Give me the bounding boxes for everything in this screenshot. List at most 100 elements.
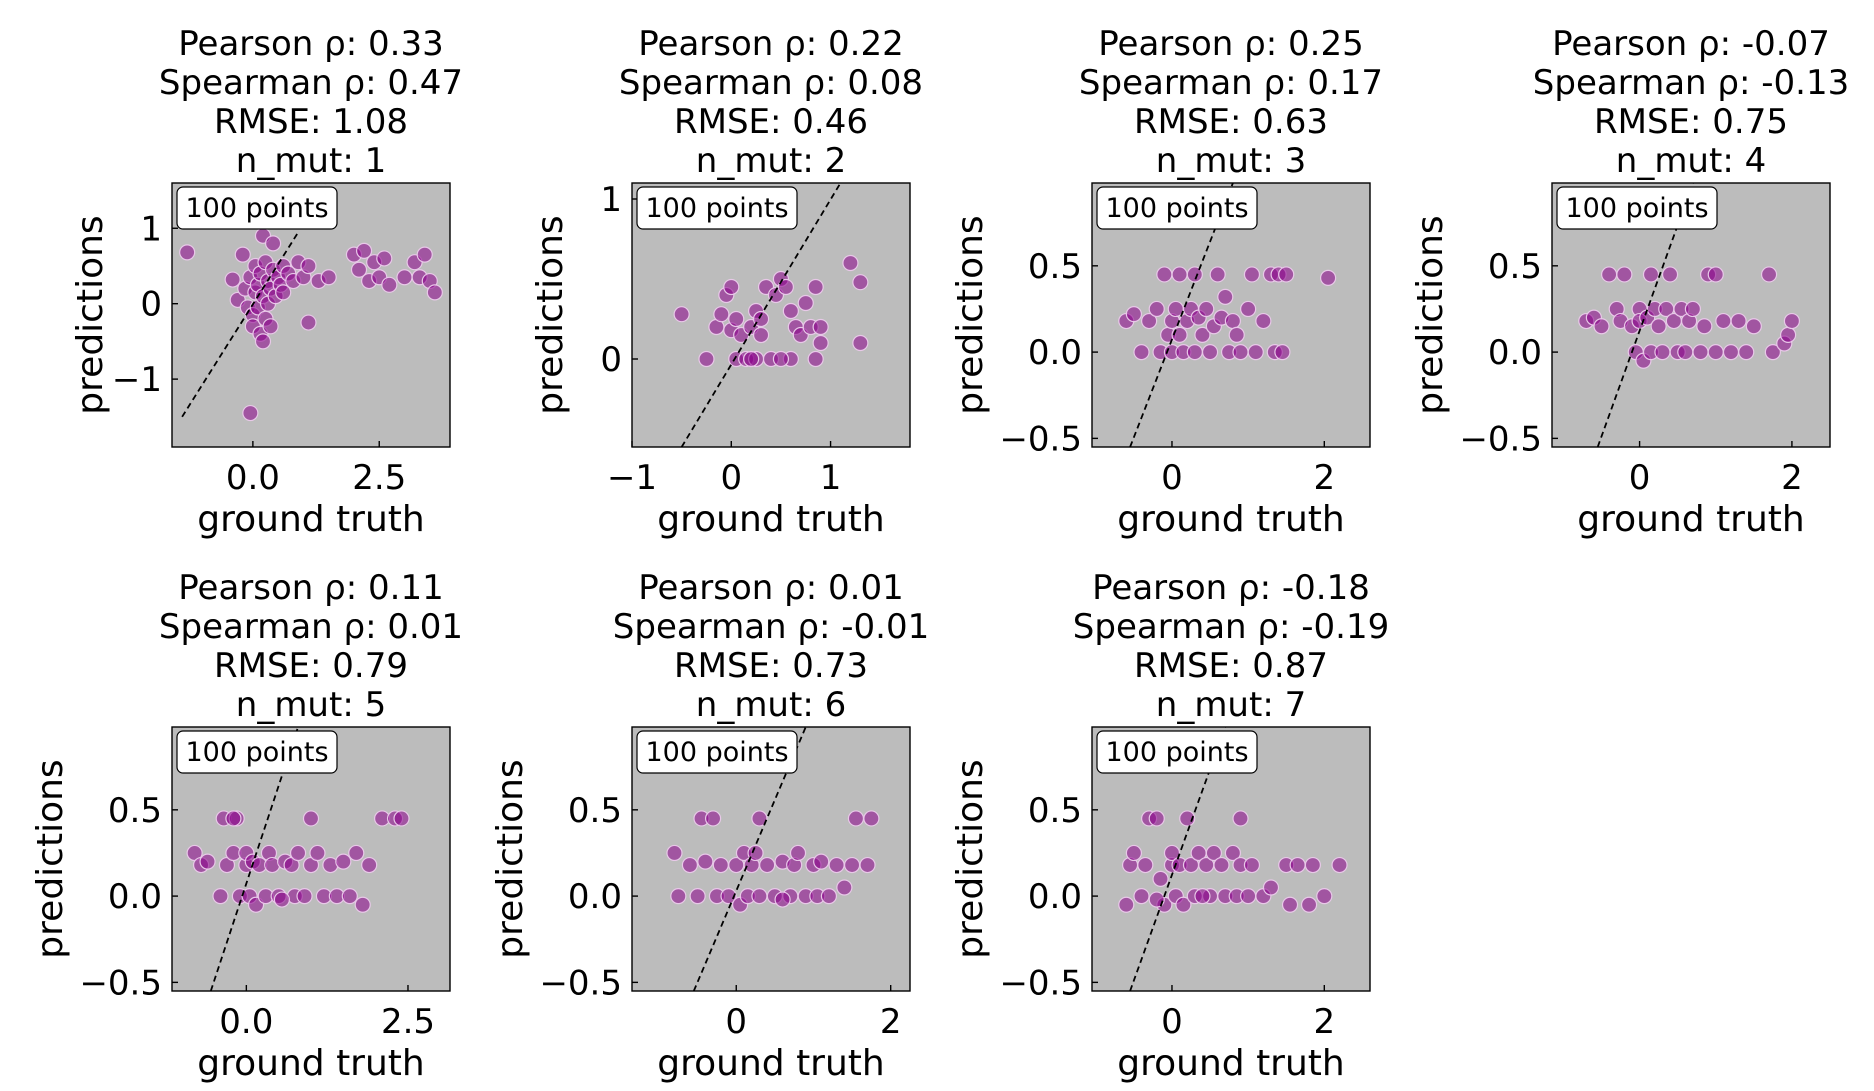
data-point: [843, 856, 861, 874]
data-point: [1255, 312, 1272, 330]
data-point: [1141, 312, 1158, 330]
data-point: [1213, 856, 1230, 874]
panel-title-line: Spearman ρ: 0.17: [1079, 63, 1383, 103]
panel-title-line: n_mut: 4: [1616, 141, 1766, 181]
data-point: [1616, 266, 1633, 283]
panel-title-line: RMSE: 0.73: [674, 646, 868, 686]
identity-line: [692, 727, 807, 991]
panel-title-line: RMSE: 0.87: [1134, 646, 1328, 686]
x-tick-label: 0.0: [226, 458, 280, 498]
y-axis-label: predictions: [1410, 215, 1451, 414]
data-point: [712, 856, 729, 874]
legend-box: [636, 186, 798, 230]
data-point: [275, 284, 292, 301]
y-axis-label: predictions: [70, 215, 111, 414]
data-point: [1642, 266, 1660, 283]
y-tick-label: −0.5: [999, 419, 1082, 459]
data-point: [863, 810, 880, 827]
data-point: [1745, 318, 1762, 335]
identity-line: [181, 231, 300, 418]
y-tick-label: 0.5: [108, 791, 162, 831]
y-tick-label: 0: [140, 285, 162, 325]
data-point: [212, 887, 229, 905]
panel-title-line: n_mut: 1: [236, 141, 386, 181]
x-tick-label: 0: [1161, 1002, 1183, 1042]
data-point: [751, 810, 768, 827]
data-point: [1194, 326, 1211, 343]
y-axis-label: predictions: [490, 759, 531, 958]
data-point: [1760, 266, 1778, 283]
panel-title-line: n_mut: 2: [696, 141, 846, 181]
identity-line: [1129, 183, 1234, 447]
plot-frame: [1091, 726, 1371, 992]
data-point: [335, 853, 352, 870]
data-point: [1232, 343, 1249, 361]
y-tick-label: 0.0: [1028, 333, 1082, 373]
data-point: [1152, 870, 1169, 887]
data-point: [296, 887, 313, 905]
data-point: [1156, 266, 1173, 283]
data-point: [1654, 343, 1671, 361]
data-point: [361, 856, 378, 874]
data-point: [264, 235, 282, 252]
x-tick-label: 2: [1781, 458, 1803, 498]
data-point: [302, 810, 320, 827]
data-point: [1133, 887, 1150, 905]
panel-title-line: n_mut: 7: [1156, 685, 1306, 725]
data-point: [859, 856, 876, 874]
legend-box: [1556, 186, 1718, 230]
data-point: [350, 261, 368, 278]
data-point: [759, 856, 776, 874]
panel-title-line: Spearman ρ: 0.01: [159, 607, 463, 647]
data-point: [1232, 810, 1249, 827]
data-point: [807, 350, 824, 368]
data-point: [234, 246, 251, 263]
data-point: [1179, 810, 1196, 827]
data-point: [1243, 266, 1261, 283]
data-point: [393, 810, 410, 827]
data-point: [847, 810, 865, 827]
y-tick-label: 0.0: [1488, 333, 1542, 373]
data-point: [723, 278, 740, 296]
y-tick-label: 0.0: [1028, 877, 1082, 917]
x-tick-label: −1: [607, 458, 657, 498]
data-point: [852, 274, 869, 291]
data-point: [320, 269, 337, 286]
x-tick-label: 2.5: [381, 1002, 435, 1042]
data-point: [1240, 300, 1257, 318]
panel-title-line: RMSE: 0.63: [1134, 102, 1328, 142]
panel-title-line: Pearson ρ: 0.22: [638, 24, 903, 64]
data-point: [1783, 312, 1801, 330]
data-point: [1262, 879, 1280, 896]
data-point: [355, 242, 373, 259]
panel-title-line: Spearman ρ: 0.08: [619, 63, 923, 103]
y-tick-label: −0.5: [539, 963, 622, 1003]
data-point: [777, 278, 794, 296]
data-point: [1224, 312, 1242, 330]
legend-label: 100 points: [1565, 193, 1708, 224]
data-point: [1677, 343, 1694, 361]
panel-title-line: Pearson ρ: 0.01: [638, 568, 903, 608]
data-point: [1304, 856, 1321, 874]
data-point: [1707, 266, 1724, 283]
x-axis-label: ground truth: [657, 499, 884, 540]
data-point: [1661, 266, 1679, 283]
data-point: [1186, 343, 1203, 361]
data-point: [1163, 844, 1181, 862]
data-point: [1137, 856, 1154, 874]
y-tick-label: 0: [600, 340, 622, 380]
data-point: [836, 879, 853, 896]
panel-title-line: Pearson ρ: -0.18: [1092, 568, 1370, 608]
y-axis-label: predictions: [530, 215, 571, 414]
panel-title-line: RMSE: 0.75: [1594, 102, 1788, 142]
data-point: [242, 404, 259, 422]
plot-frame: [631, 182, 911, 448]
data-point: [842, 254, 859, 272]
data-point: [1684, 300, 1702, 318]
legend-box: [636, 730, 798, 774]
data-point: [1289, 856, 1306, 874]
panel-title-line: n_mut: 3: [1156, 141, 1306, 181]
data-point: [666, 844, 683, 862]
